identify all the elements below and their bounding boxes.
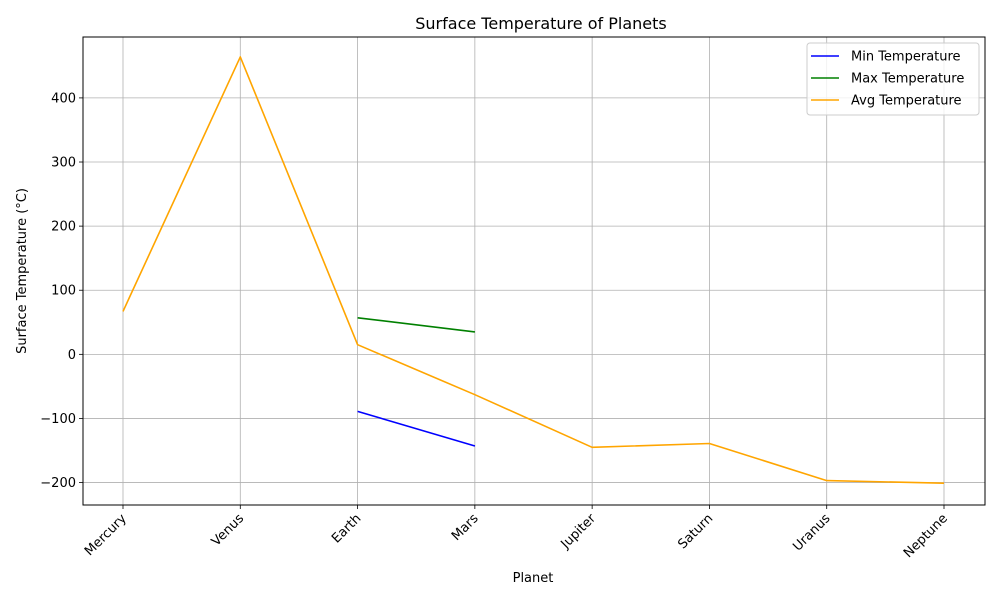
y-tick-label: 0 (68, 348, 76, 363)
legend-label: Min Temperature (851, 50, 961, 65)
chart-title: Surface Temperature of Planets (415, 14, 666, 33)
y-axis-ticks: −200 −100 0 100 200 300 400 (40, 91, 83, 491)
series-lines (122, 56, 945, 484)
legend-label: Avg Temperature (851, 94, 962, 109)
series-line-2 (357, 317, 475, 333)
series-line-1 (357, 410, 476, 447)
y-tick-label: 200 (51, 220, 76, 235)
legend: Min Temperature Max Temperature Avg Temper… (806, 42, 980, 116)
y-tick-label: 300 (51, 156, 76, 171)
y-tick-label: −100 (40, 412, 76, 427)
legend-label: Max Temperature (851, 72, 964, 87)
y-tick-label: −200 (40, 476, 76, 491)
x-axis-label: Planet (513, 571, 554, 586)
legend-box (806, 42, 980, 116)
y-tick-label: 400 (51, 91, 76, 106)
series-line-3 (122, 56, 945, 484)
plot-area-frame (82, 36, 986, 506)
y-axis-label: Surface Temperature (°C) (15, 188, 30, 354)
y-tick-label: 100 (51, 284, 76, 299)
